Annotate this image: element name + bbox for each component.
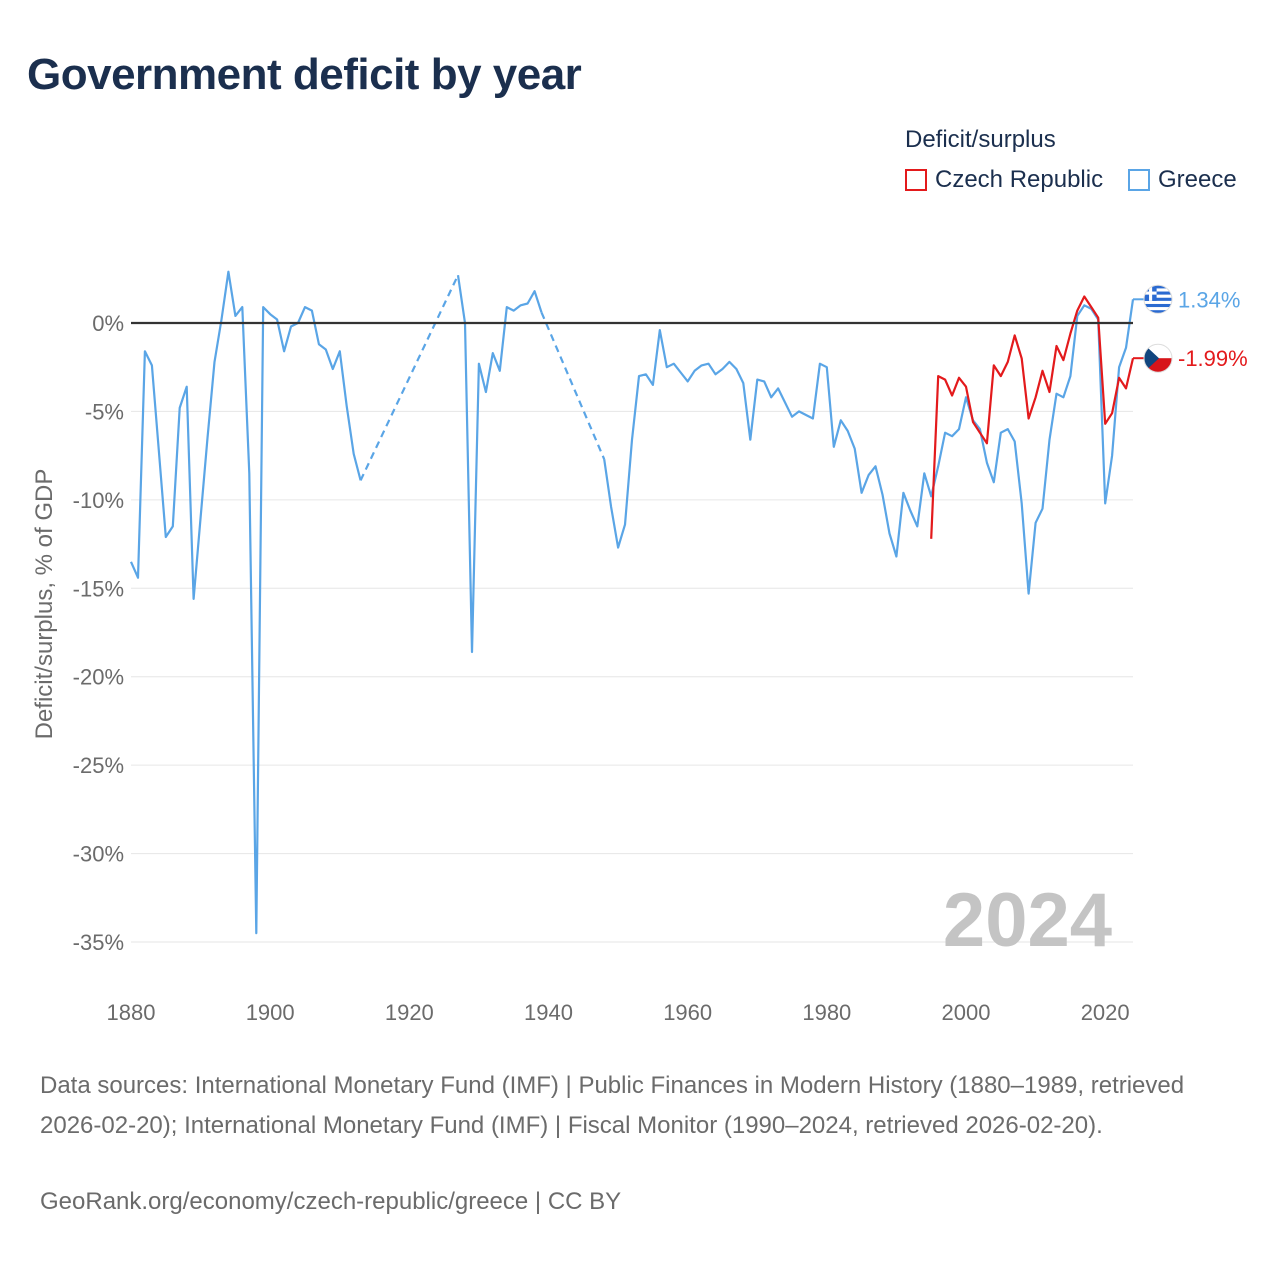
x-tick-label: 1920: [385, 1000, 434, 1025]
flag-greece-icon: [1144, 285, 1172, 314]
series-czech-republic: [930, 295, 1135, 539]
legend-item-greece[interactable]: Greece: [1128, 166, 1237, 194]
x-tick-label: 2000: [942, 1000, 991, 1025]
series-line: [930, 295, 1135, 539]
series-line: [129, 270, 362, 935]
y-tick-label: -15%: [73, 576, 124, 601]
end-value-label: 1.34%: [1178, 287, 1240, 312]
year-watermark: 2024: [943, 878, 1112, 963]
credit-link[interactable]: GeoRank.org/economy/czech-republic/greec…: [40, 1188, 622, 1215]
legend-label-czech-republic: Czech Republic: [935, 166, 1104, 193]
x-tick-label: 1980: [802, 1000, 851, 1025]
line-chart: 0% -5% -10% -15% -20% -25% -30% -35% 1880 1900 192…: [31, 270, 1248, 1025]
series-line: [359, 274, 459, 481]
y-tick-label: -30%: [73, 842, 124, 867]
x-tick-label: 2020: [1081, 1000, 1130, 1025]
y-tick-label: -20%: [73, 665, 124, 690]
x-tick-label: 1960: [663, 1000, 712, 1025]
legend-title: Deficit/surplus: [905, 126, 1056, 153]
y-tick-label: -5%: [85, 399, 124, 424]
y-tick-label: -10%: [73, 488, 124, 513]
series-greece: [129, 270, 1135, 935]
series-line: [456, 275, 543, 654]
legend-item-czech-republic[interactable]: Czech Republic: [905, 166, 1103, 194]
series-line: [603, 299, 1135, 595]
end-value-label: -1.99%: [1178, 346, 1248, 371]
legend-label-greece: Greece: [1158, 166, 1237, 193]
x-tick-label: 1880: [107, 1000, 156, 1025]
y-tick-label: -35%: [73, 930, 124, 955]
x-tick-label: 1940: [524, 1000, 573, 1025]
y-axis-label: Deficit/surplus, % of GDP: [31, 469, 58, 740]
y-tick-label: 0%: [92, 311, 124, 336]
chart-title: Government deficit by year: [27, 50, 582, 99]
y-tick-label: -25%: [73, 753, 124, 778]
flag-czech-republic-icon: [1144, 344, 1172, 373]
legend-swatch-greece: [1128, 169, 1150, 191]
x-tick-label: 1900: [246, 1000, 295, 1025]
data-sources: Data sources: International Monetary Fun…: [40, 1072, 1185, 1139]
series-line: [540, 311, 606, 460]
legend-swatch-czech-republic: [905, 169, 927, 191]
